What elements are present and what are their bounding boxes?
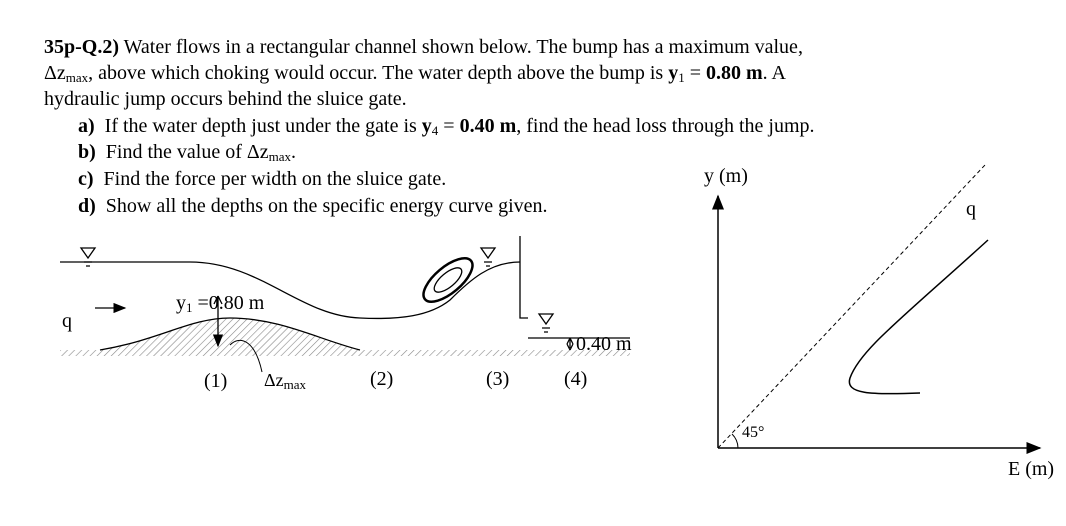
subscript: max	[268, 149, 292, 164]
symbol: Δz	[246, 141, 269, 163]
value: 0.80 m	[208, 292, 265, 314]
part-label: c)	[78, 168, 94, 190]
text: =	[684, 62, 706, 84]
part: b) Find the value of Δzmax.	[78, 141, 296, 165]
depth-label: 0.40 m	[576, 333, 632, 355]
text: hydraulic jump occurs behind the sluice …	[44, 88, 407, 110]
symbol: y	[421, 115, 432, 137]
subscript: max	[65, 70, 89, 85]
symbol: Δz	[44, 62, 66, 84]
subscript: 4	[431, 123, 439, 138]
text: , find the head loss through the jump.	[516, 115, 815, 137]
equals: =	[197, 292, 209, 314]
text: Water flows in a rectangular channel sho…	[123, 36, 803, 58]
section-label: (2)	[370, 368, 394, 390]
y-axis-label: y (m)	[704, 165, 748, 187]
text: Find the force per width on the sluice g…	[103, 168, 447, 190]
question-line: hydraulic jump occurs behind the sluice …	[44, 88, 407, 111]
text: If the water depth just under the gate i…	[104, 115, 422, 137]
text: Find the value of	[105, 141, 247, 163]
section-label: (1)	[204, 370, 228, 392]
value: 0.40 m	[459, 115, 517, 137]
part-label: d)	[78, 195, 96, 217]
part: a) If the water depth just under the gat…	[78, 115, 815, 139]
subscript: 1	[186, 300, 193, 315]
text: . A	[762, 62, 786, 84]
x-axis-label: E (m)	[1008, 458, 1055, 480]
bump-label: Δzmax	[264, 370, 306, 393]
curve-label: q	[966, 198, 976, 220]
question-number: 35p-Q.2)	[44, 36, 119, 58]
section-label: (4)	[564, 368, 588, 390]
energy-plot-drawing	[712, 164, 1042, 454]
part-label: b)	[78, 141, 96, 163]
text: Show all the depths on the specific ener…	[105, 195, 548, 217]
part-label: a)	[78, 115, 95, 137]
subscript: 1	[678, 70, 685, 85]
part: d) Show all the depths on the specific e…	[78, 195, 548, 218]
angle-label: 45°	[742, 424, 765, 441]
text: , above which choking would occur. The w…	[88, 62, 669, 84]
symbol: y	[668, 62, 679, 84]
part: c) Find the force per width on the sluic…	[78, 168, 446, 191]
channel-drawing	[60, 236, 630, 373]
value: 0.80 m	[705, 62, 763, 84]
section-label: (3)	[486, 368, 510, 390]
question-line: Δzmax, above which choking would occur. …	[44, 62, 786, 86]
symbol: Δz	[264, 370, 284, 390]
subscript: max	[283, 377, 306, 392]
question-line: 35p-Q.2) Water flows in a rectangular ch…	[44, 36, 803, 59]
text: =	[438, 115, 460, 137]
symbol: y	[176, 292, 186, 314]
text: .	[291, 141, 297, 163]
flow-label: q	[62, 310, 72, 332]
depth-label: y1 =0.80 m	[176, 292, 264, 316]
